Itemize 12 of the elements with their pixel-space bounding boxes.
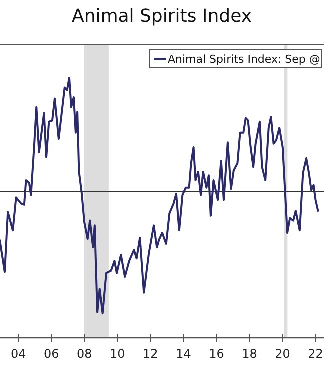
chart-title: Animal Spirits Index bbox=[72, 6, 252, 27]
x-tick-label: 22 bbox=[308, 347, 324, 361]
x-tick-label: 14 bbox=[176, 347, 192, 361]
x-tick-label: 04 bbox=[11, 347, 26, 361]
x-tick-label: 16 bbox=[209, 347, 224, 361]
x-tick-label: 12 bbox=[143, 347, 158, 361]
x-tick-label: 08 bbox=[77, 347, 92, 361]
x-tick-label: 20 bbox=[275, 347, 290, 361]
x-tick-label: 18 bbox=[242, 347, 258, 361]
legend-label: Animal Spirits Index: Sep @ bbox=[168, 53, 320, 66]
x-tick-label: 06 bbox=[44, 347, 60, 361]
x-tick-label: 10 bbox=[110, 347, 126, 361]
